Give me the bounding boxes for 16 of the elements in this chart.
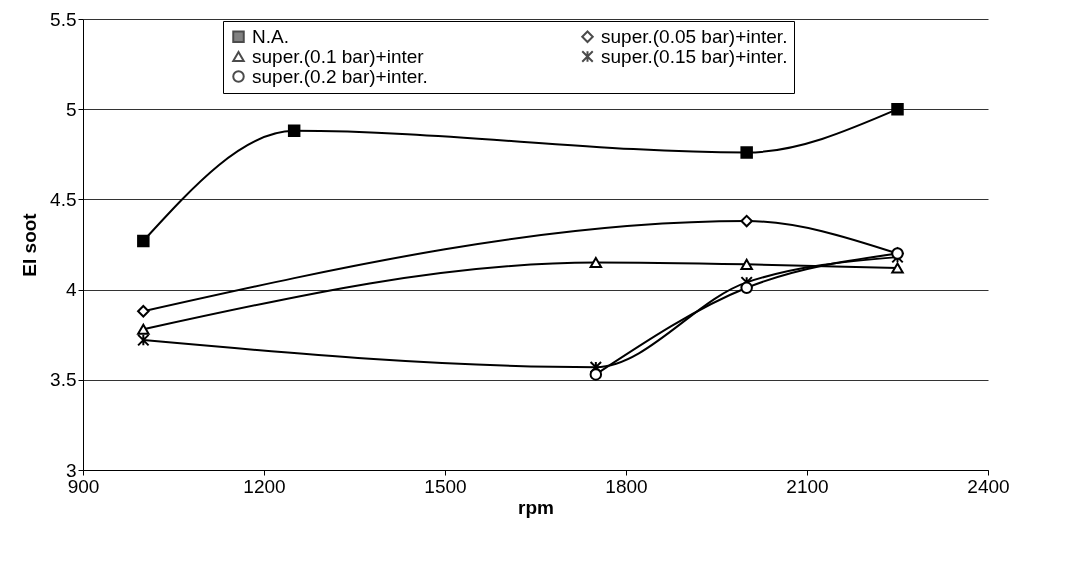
y-axis-title: EI soot [19,212,41,277]
y-tick-label: 3.5 [50,369,77,391]
legend-label: N.A. [252,25,289,47]
y-tick-label: 5 [65,98,77,120]
x-tick-label: 1200 [243,475,286,497]
y-tick-label: 4 [65,279,77,301]
x-tick-label: 1500 [424,475,467,497]
legend-label: super.(0.05 bar)+inter. [601,25,788,47]
legend-label: super.(0.1 bar)+inter [252,45,425,67]
y-tick-label: 5.5 [50,8,77,30]
x-tick-label: 1800 [605,475,648,497]
x-tick-label: 2400 [967,475,1010,497]
y-tick-label: 3 [65,459,77,481]
y-tick-label: 4.5 [50,188,77,210]
x-tick-label: 2100 [786,475,829,497]
x-axis-title: rpm [518,496,554,518]
